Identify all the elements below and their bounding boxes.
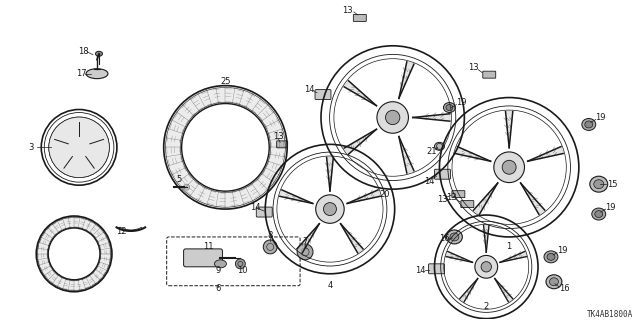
Text: 13: 13 [437, 195, 448, 204]
Polygon shape [500, 252, 526, 262]
Ellipse shape [447, 230, 462, 244]
Text: 8: 8 [268, 231, 273, 240]
Polygon shape [297, 224, 319, 253]
Circle shape [481, 262, 492, 272]
Ellipse shape [546, 275, 562, 289]
Ellipse shape [550, 278, 559, 286]
Polygon shape [474, 183, 498, 214]
Ellipse shape [450, 233, 459, 241]
Text: 19: 19 [595, 113, 606, 122]
Text: 13: 13 [342, 6, 353, 15]
Text: 13: 13 [468, 63, 479, 72]
Text: 4: 4 [327, 281, 333, 290]
Text: 16: 16 [439, 235, 450, 244]
Ellipse shape [547, 253, 555, 260]
FancyBboxPatch shape [483, 71, 496, 78]
Text: 15: 15 [607, 180, 618, 189]
Circle shape [377, 102, 408, 133]
Text: 10: 10 [237, 266, 248, 275]
Polygon shape [528, 147, 563, 161]
Text: 14: 14 [424, 177, 435, 186]
FancyBboxPatch shape [184, 249, 223, 267]
Text: 12: 12 [116, 228, 126, 236]
Ellipse shape [594, 180, 604, 189]
FancyBboxPatch shape [315, 90, 331, 100]
Circle shape [263, 240, 277, 254]
Text: 19: 19 [557, 246, 567, 255]
Polygon shape [413, 114, 450, 121]
Ellipse shape [592, 208, 605, 220]
Text: 7: 7 [302, 237, 308, 246]
Ellipse shape [595, 211, 603, 218]
Text: 6: 6 [216, 284, 221, 293]
Circle shape [297, 244, 313, 260]
Polygon shape [36, 216, 112, 292]
Text: 25: 25 [220, 77, 230, 86]
Polygon shape [446, 252, 472, 262]
Text: 14: 14 [415, 266, 426, 275]
Text: 5: 5 [176, 175, 181, 184]
Ellipse shape [582, 118, 596, 131]
Ellipse shape [446, 105, 453, 110]
Text: 17: 17 [76, 69, 86, 78]
Ellipse shape [585, 121, 593, 128]
Circle shape [475, 255, 498, 278]
Text: 16: 16 [559, 284, 569, 293]
Circle shape [494, 152, 525, 183]
Text: 20: 20 [380, 190, 390, 199]
Text: 3: 3 [29, 143, 34, 152]
Polygon shape [326, 157, 333, 191]
Polygon shape [460, 278, 477, 302]
Circle shape [184, 184, 189, 190]
Polygon shape [340, 224, 363, 253]
Ellipse shape [444, 102, 456, 113]
FancyBboxPatch shape [256, 207, 272, 217]
Polygon shape [399, 137, 414, 173]
FancyBboxPatch shape [435, 169, 451, 179]
Circle shape [502, 160, 516, 174]
Text: 18: 18 [77, 47, 88, 56]
FancyBboxPatch shape [276, 141, 287, 148]
FancyBboxPatch shape [452, 191, 465, 198]
Text: 2: 2 [484, 302, 489, 311]
Text: 19: 19 [456, 98, 467, 107]
Polygon shape [280, 190, 313, 204]
FancyBboxPatch shape [353, 14, 366, 21]
Text: 13: 13 [446, 193, 457, 202]
Polygon shape [495, 278, 513, 302]
Ellipse shape [95, 51, 102, 56]
Text: 21: 21 [426, 147, 436, 156]
FancyBboxPatch shape [429, 264, 444, 274]
Circle shape [236, 259, 245, 269]
Ellipse shape [435, 142, 444, 150]
Polygon shape [344, 81, 376, 106]
Ellipse shape [214, 260, 227, 268]
FancyBboxPatch shape [461, 201, 474, 208]
Polygon shape [347, 190, 380, 204]
Circle shape [385, 110, 400, 125]
Circle shape [49, 117, 109, 178]
Polygon shape [399, 62, 414, 98]
Text: 14: 14 [304, 85, 314, 94]
Polygon shape [455, 147, 491, 161]
Text: 13: 13 [273, 132, 284, 141]
Polygon shape [344, 129, 376, 154]
Ellipse shape [86, 69, 108, 79]
Text: TK4AB1800A: TK4AB1800A [588, 310, 634, 319]
Circle shape [316, 195, 344, 223]
Text: 19: 19 [605, 203, 616, 212]
Ellipse shape [590, 176, 608, 192]
Circle shape [323, 203, 337, 216]
Text: 14: 14 [250, 203, 260, 212]
Text: 9: 9 [216, 266, 221, 275]
Polygon shape [520, 183, 545, 214]
Text: 11: 11 [204, 242, 214, 252]
Polygon shape [484, 225, 489, 252]
Text: 1: 1 [506, 242, 512, 252]
Polygon shape [164, 86, 287, 209]
Polygon shape [506, 111, 513, 148]
Ellipse shape [544, 251, 558, 263]
